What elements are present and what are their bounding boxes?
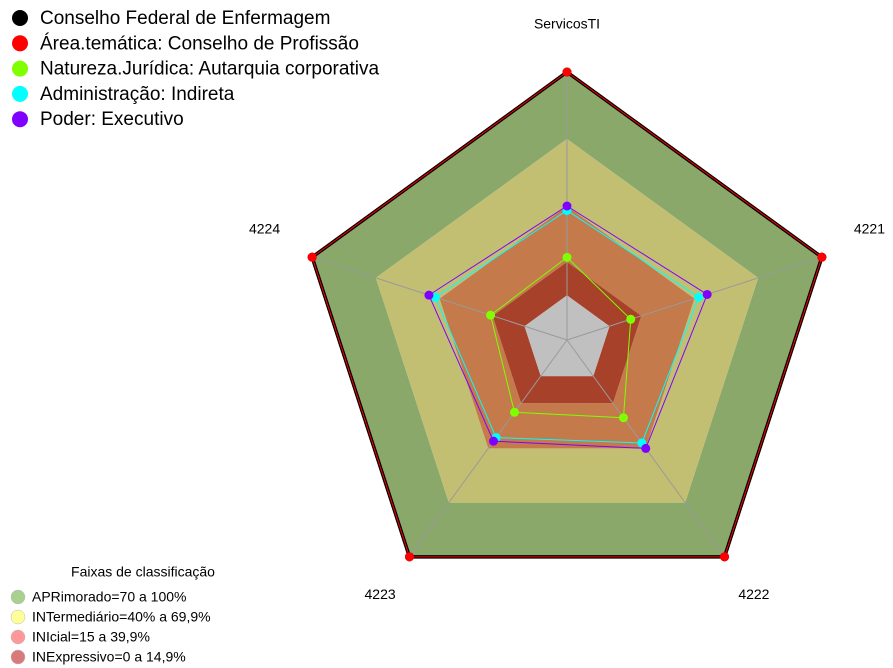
series-point (424, 290, 434, 300)
axis-label: ServicosTI (534, 16, 600, 32)
series-point (509, 407, 519, 417)
band-swatch (10, 649, 26, 665)
series-point (702, 289, 712, 299)
series-line (311, 71, 823, 558)
legend-marker (12, 85, 28, 102)
band-swatch (10, 609, 26, 625)
legend-marker (12, 60, 28, 77)
legend-label: Poder: Executivo (40, 109, 184, 130)
series-point (641, 443, 651, 453)
spoke (409, 339, 568, 558)
legend-label: Área.temática: Conselho de Profissão (40, 33, 359, 54)
series-point (562, 252, 572, 262)
legend-marker (12, 111, 28, 128)
band-label: INIcial=15 a 39,9% (32, 629, 150, 645)
series-point (817, 252, 827, 262)
series-point (618, 413, 628, 423)
series-point (486, 310, 496, 320)
band-label: APRimorado=70 a 100% (32, 589, 187, 605)
series-point (488, 436, 498, 446)
axis-label: 4223 (365, 586, 396, 602)
axis-label: 4222 (738, 586, 769, 602)
series-point (720, 552, 730, 562)
legend-marker (12, 10, 28, 26)
band (375, 139, 759, 503)
series-point (307, 252, 317, 262)
axis-label: 4224 (249, 220, 280, 236)
series-line (489, 256, 632, 419)
legend-label: Administração: Indireta (40, 84, 235, 105)
legend-label: Natureza.Jurídica: Autarquia corporativa (40, 59, 379, 80)
series-point (562, 201, 572, 211)
legend-marker (12, 35, 28, 52)
band-swatch (10, 629, 26, 645)
band (492, 261, 642, 404)
series-point (626, 314, 636, 324)
series-line (428, 205, 708, 449)
series-point (404, 552, 414, 562)
band (439, 206, 695, 449)
bands-title: Faixas de classificação (71, 564, 215, 580)
band-label: INTermediário=40% a 69,9% (32, 609, 211, 625)
legend-label: Conselho Federal de Enfermagem (40, 8, 330, 29)
band-swatch (10, 589, 26, 605)
band-label: INExpressivo=0 a 14,9% (32, 649, 186, 665)
series-point (694, 292, 704, 302)
series-point (562, 67, 572, 77)
series-line (434, 209, 700, 444)
band (312, 72, 822, 557)
axis-label: 4221 (854, 220, 885, 236)
